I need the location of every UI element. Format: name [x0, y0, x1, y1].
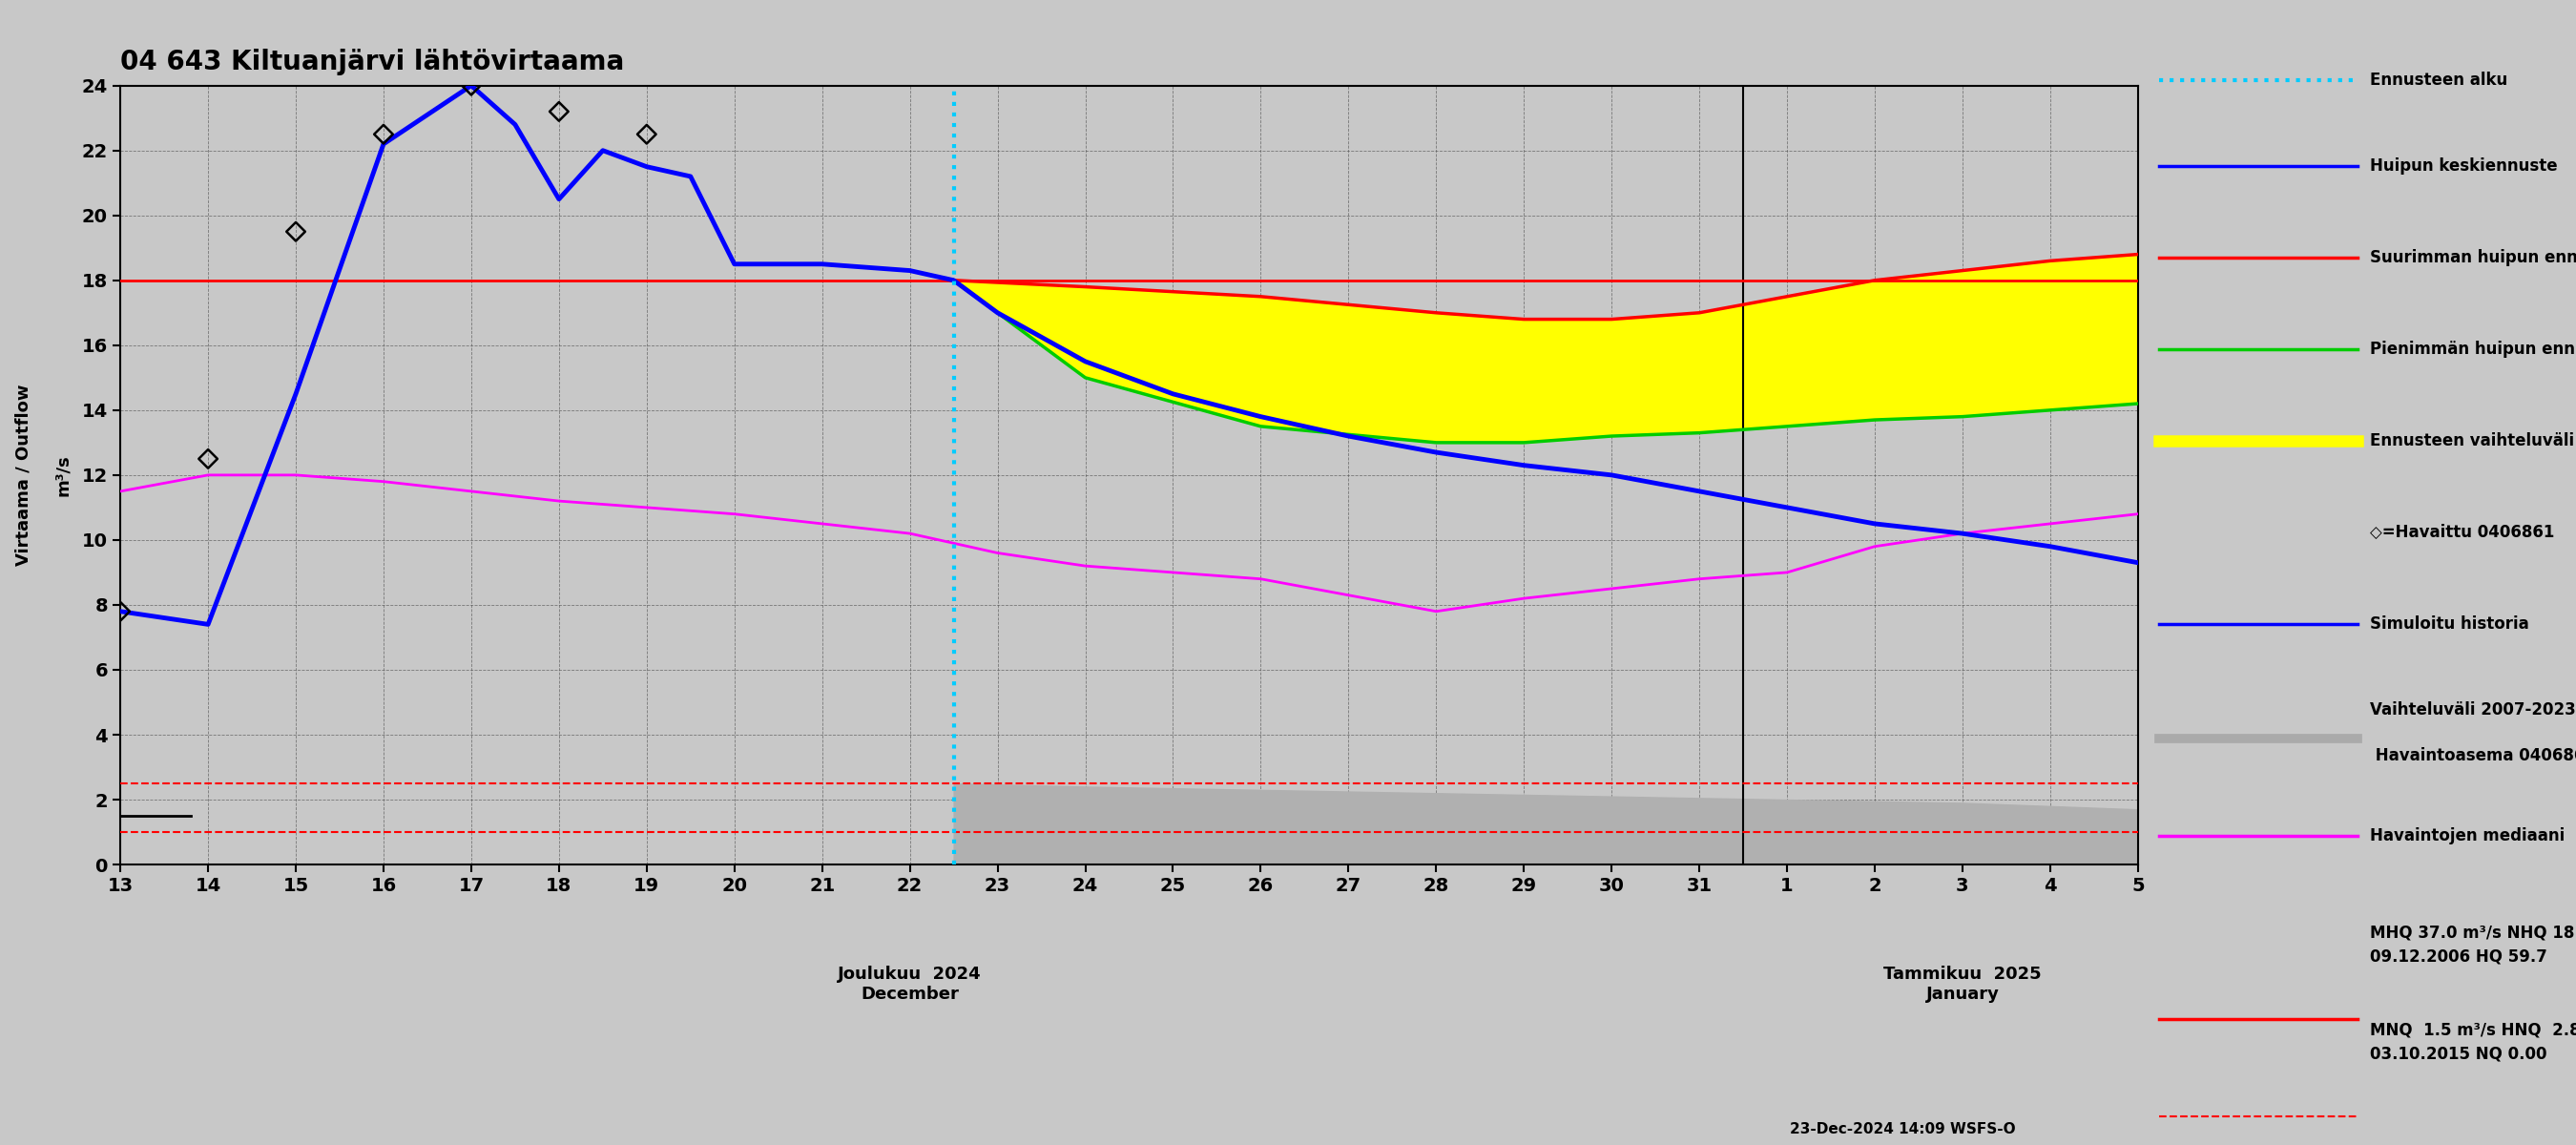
Text: Ennusteen alku: Ennusteen alku: [2370, 71, 2506, 88]
Text: Havaintoasema 0406861: Havaintoasema 0406861: [2370, 748, 2576, 765]
Text: Joulukuu  2024
December: Joulukuu 2024 December: [837, 966, 981, 1003]
Text: MNQ  1.5 m³/s HNQ  2.8
03.10.2015 NQ 0.00: MNQ 1.5 m³/s HNQ 2.8 03.10.2015 NQ 0.00: [2370, 1021, 2576, 1063]
Text: Vaihteluväli 2007-2023: Vaihteluväli 2007-2023: [2370, 701, 2576, 719]
Point: [276, 222, 317, 240]
Text: Suurimman huipun ennuste: Suurimman huipun ennuste: [2370, 248, 2576, 266]
Text: 23-Dec-2024 14:09 WSFS-O: 23-Dec-2024 14:09 WSFS-O: [1790, 1122, 2017, 1136]
Text: Ennusteen vaihteluväli: Ennusteen vaihteluväli: [2370, 432, 2573, 449]
Text: MHQ 37.0 m³/s NHQ 18.2
09.12.2006 HQ 59.7: MHQ 37.0 m³/s NHQ 18.2 09.12.2006 HQ 59.…: [2370, 924, 2576, 965]
Point: [188, 450, 229, 468]
Point: [100, 602, 142, 621]
Point: [626, 125, 667, 143]
Text: ◇=Havaittu 0406861: ◇=Havaittu 0406861: [2370, 524, 2555, 540]
Point: [451, 77, 492, 95]
Text: Huipun keskiennuste: Huipun keskiennuste: [2370, 157, 2558, 174]
Point: [363, 125, 404, 143]
Y-axis label: Virtaama / Outflow

m³/s: Virtaama / Outflow m³/s: [15, 385, 72, 566]
Text: Havaintojen mediaani: Havaintojen mediaani: [2370, 827, 2566, 845]
Point: [538, 102, 580, 120]
Text: Pienimmän huipun ennuste: Pienimmän huipun ennuste: [2370, 341, 2576, 357]
Text: Tammikuu  2025
January: Tammikuu 2025 January: [1883, 966, 2040, 1003]
Text: Simuloitu historia: Simuloitu historia: [2370, 616, 2530, 632]
Text: 04 643 Kiltuanjärvi lähtövirtaama: 04 643 Kiltuanjärvi lähtövirtaama: [121, 48, 623, 76]
